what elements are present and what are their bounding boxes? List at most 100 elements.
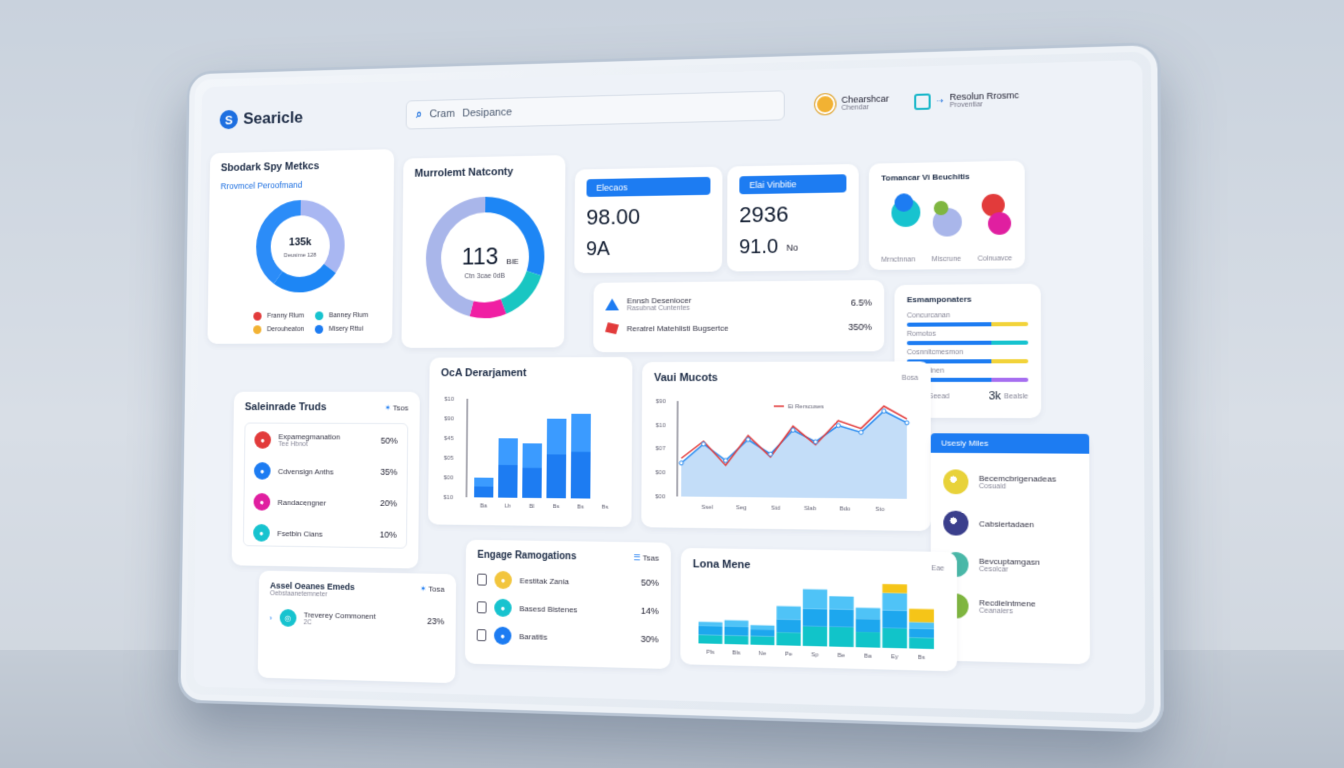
kpi-2-secondary: 91.0 [739, 236, 778, 260]
lene-bar-segment[interactable] [856, 632, 881, 648]
lene-bar-segment[interactable] [750, 636, 774, 645]
vaui-action[interactable]: Bosa [902, 374, 919, 381]
asset-item-icon: ◎ [279, 609, 296, 627]
kpi-2-header[interactable]: Elai Vinbitie [739, 174, 846, 194]
natconty-slice-2[interactable] [470, 299, 507, 318]
vaui-point[interactable] [882, 409, 886, 413]
vaui-point[interactable] [791, 428, 795, 432]
legend-dot-icon [315, 325, 323, 334]
vaui-point[interactable] [702, 442, 706, 446]
engage-row[interactable]: ● Eestitak Zania 50% [477, 571, 659, 592]
vaui-point[interactable] [746, 437, 750, 441]
lene-bar-segment[interactable] [909, 609, 934, 623]
lene-bar-segment[interactable] [909, 622, 934, 629]
sparkle-icon: ✶ [385, 403, 391, 412]
lene-bar-segment[interactable] [829, 627, 853, 647]
lene-bar-segment[interactable] [803, 626, 827, 646]
lene-bar-segment[interactable] [909, 637, 934, 649]
lene-bar-segment[interactable] [882, 628, 907, 648]
lene-bar-segment[interactable] [856, 608, 881, 619]
notifications-menu[interactable]: ⇢ Resolun Rrosmc Proventiar [914, 91, 1019, 111]
kpi-1-secondary: 9A [586, 237, 710, 261]
document-icon [477, 601, 487, 613]
trend-item-value: 50% [381, 436, 398, 446]
trending-label-1: Mrnctnnan [881, 256, 915, 264]
activity-item[interactable]: Becemcbrigenadeas Cosuaid [943, 469, 1076, 495]
natconty-slice-1[interactable] [501, 271, 542, 314]
vaui-point[interactable] [859, 430, 863, 434]
lene-bar-segment[interactable] [803, 589, 827, 609]
sales-trend-row[interactable]: ● Randacengner 20% [253, 493, 397, 512]
vaui-point[interactable] [836, 423, 840, 427]
lene-bar-segment[interactable] [856, 619, 881, 633]
asset-item[interactable]: › ◎ Treverey Commonent 2C 23% [269, 609, 444, 631]
vaui-legend-label: Ei Rerscuses [788, 404, 824, 410]
lene-bar-segment[interactable] [829, 596, 853, 610]
search-input[interactable]: ⌕ Cram Desipance [406, 90, 785, 129]
spy-metrics-subtitle: Rrovmcel Peroofmand [221, 178, 383, 191]
lene-bar-segment[interactable] [882, 584, 907, 593]
activity-item[interactable]: Recdielntmene Ceanaiers [943, 593, 1077, 621]
engage-row[interactable]: ● Basesd Bistenes 14% [477, 598, 659, 620]
lene-bar-segment[interactable] [829, 609, 853, 627]
lene-bar-segment[interactable] [777, 606, 801, 620]
component-bar-label: Concurcanan [907, 312, 1028, 320]
sales-trends-action[interactable]: ✶ Tsos [385, 403, 409, 412]
lene-bar-segment[interactable] [750, 629, 774, 636]
activity-item[interactable]: Cabsiertadaen [943, 511, 1076, 538]
vaui-point[interactable] [768, 452, 772, 456]
lene-bar-segment[interactable] [803, 609, 827, 627]
lene-x-tick: Pe [785, 652, 793, 658]
vaui-point[interactable] [814, 440, 818, 444]
lene-bar-segment[interactable] [698, 626, 722, 635]
activity-header[interactable]: Usesiy Miles [931, 433, 1089, 454]
vaui-point[interactable] [679, 461, 683, 465]
oca-y-tick: $90 [444, 416, 454, 422]
lene-bar-segment[interactable] [724, 627, 748, 636]
kpi-1-header[interactable]: Elecaos [586, 177, 710, 197]
document-icon [477, 574, 487, 586]
lene-bar-segment[interactable] [724, 620, 748, 627]
engage-item-label: Basesd Bistenes [519, 604, 633, 615]
component-bar-row[interactable]: Cosnnitcmesmon [907, 349, 1028, 364]
asset-action[interactable]: ✶ Tosa [420, 584, 445, 593]
app-name: Searicle [243, 108, 303, 129]
lene-bar-segment[interactable] [724, 635, 748, 644]
spy-legend-item[interactable]: Franny Rlum [253, 312, 306, 321]
component-bar-row[interactable]: Concurcanan [907, 312, 1028, 327]
lene-bar-segment[interactable] [698, 635, 722, 644]
vaui-point[interactable] [724, 458, 728, 462]
natconty-donut: 113 BIE Ctn 3cae 0dB [413, 183, 558, 332]
lene-bar-segment[interactable] [882, 610, 907, 628]
spy-legend-item[interactable]: Derouheaton [253, 325, 306, 334]
components-footer-right: 3k [989, 390, 1001, 402]
app-logo[interactable]: S Searicle [220, 106, 395, 130]
trend-item-icon: ● [254, 431, 271, 448]
lene-bar-segment[interactable] [777, 619, 801, 633]
lene-bar-segment[interactable] [909, 629, 934, 638]
sales-trend-row[interactable]: ● Expamegmanation Tee Hbnot 50% [254, 431, 397, 449]
lene-bar-segment[interactable] [777, 632, 801, 646]
engage-action[interactable]: ☰ Tsas [633, 553, 659, 562]
component-bar-row[interactable]: Romotos [907, 330, 1028, 345]
engage-row[interactable]: ● Baratitis 30% [477, 626, 659, 648]
lene-bar-segment[interactable] [699, 622, 723, 627]
vaui-point[interactable] [905, 421, 909, 425]
alert-1-value: 6.5% [851, 297, 872, 307]
lene-stacked-bar-chart: Pls Bls Ne Pe Sp Be Ba Ey Bs [692, 570, 944, 663]
sales-trend-row[interactable]: ● Fsetbin Cians 10% [253, 524, 397, 544]
spy-legend-item[interactable]: Banney Rium [315, 311, 368, 320]
lene-x-tick: Sp [811, 652, 819, 658]
lene-bar-segment[interactable] [882, 593, 907, 611]
search-icon: ⌕ [416, 108, 422, 121]
oca-bar-highlight [571, 414, 591, 452]
lene-action[interactable]: Eae [931, 565, 944, 572]
activity-item[interactable]: Bevcuptamgasn Cesolcar [943, 552, 1076, 579]
spy-legend-item[interactable]: Misery Rttui [315, 325, 368, 334]
spy-slice-1[interactable] [274, 264, 336, 293]
activity-label: Cabsiertadaen [979, 519, 1034, 529]
sales-trend-row[interactable]: ● Cdvensign Anths 35% [254, 462, 398, 481]
dashboard-screen: S Searicle ⌕ Cram Desipance Chearshcar C… [193, 60, 1145, 714]
user-menu[interactable]: Chearshcar Chendar [815, 93, 889, 115]
lene-bar-segment[interactable] [750, 625, 774, 630]
